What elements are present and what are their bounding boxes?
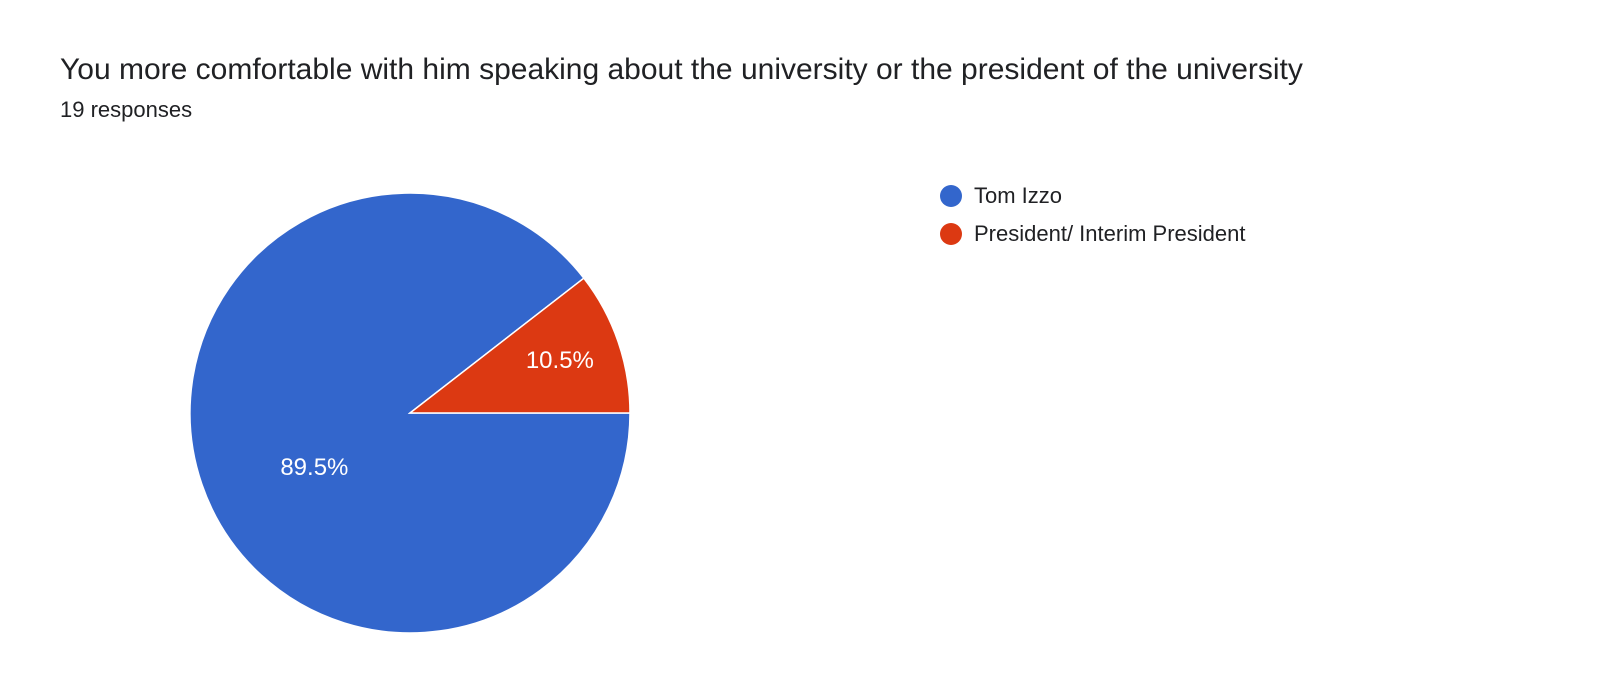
chart-title: You more comfortable with him speaking a… [60,50,1540,89]
chart-row: 89.5% 10.5% Tom Izzo President/ Interim Pr… [60,163,1540,663]
pie-slice-0-label: 89.5% [280,454,348,481]
legend-item-0[interactable]: Tom Izzo [940,183,1245,209]
legend-label-0: Tom Izzo [974,183,1062,209]
response-count: 19 responses [60,97,1540,123]
chart-container: You more comfortable with him speaking a… [0,0,1600,673]
legend-swatch-1 [940,223,962,245]
pie-slice-1-label: 10.5% [526,347,594,374]
pie-chart: 89.5% 10.5% [60,163,760,663]
legend-label-1: President/ Interim President [974,221,1245,247]
legend: Tom Izzo President/ Interim President [940,183,1245,247]
legend-item-1[interactable]: President/ Interim President [940,221,1245,247]
legend-swatch-0 [940,185,962,207]
